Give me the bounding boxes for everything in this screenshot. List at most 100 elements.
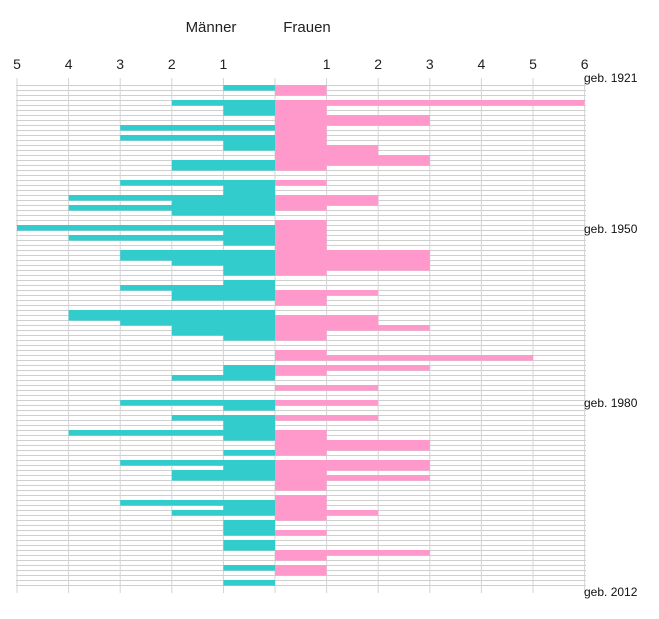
bar-maenner — [223, 450, 275, 456]
bar-maenner — [120, 500, 275, 506]
bar-maenner — [68, 235, 275, 241]
bar-maenner — [223, 565, 275, 571]
bar-maenner — [171, 295, 275, 301]
bar-maenner — [223, 185, 275, 191]
bar-maenner — [120, 135, 275, 141]
bar-frauen — [275, 480, 327, 486]
bar-maenner — [223, 405, 275, 411]
bar-frauen — [275, 205, 327, 211]
bar-frauen — [275, 500, 327, 506]
bar-maenner — [223, 140, 275, 146]
bar-frauen — [275, 530, 327, 536]
bar-frauen — [275, 445, 430, 451]
bar-maenner — [223, 465, 275, 471]
bar-frauen — [275, 225, 327, 231]
bar-frauen — [275, 270, 327, 276]
x-tick-label-right: 2 — [374, 56, 382, 72]
bars-maenner — [17, 85, 275, 586]
bar-frauen — [275, 465, 430, 471]
bar-maenner — [171, 260, 275, 266]
bar-maenner — [120, 250, 275, 256]
bar-frauen — [275, 450, 327, 456]
bar-maenner — [171, 290, 275, 296]
bar-maenner — [120, 180, 275, 186]
bar-frauen — [275, 495, 327, 501]
bar-frauen — [275, 100, 585, 106]
bar-frauen — [275, 565, 327, 571]
bar-maenner — [223, 265, 275, 271]
bar-frauen — [275, 555, 327, 561]
bar-frauen — [275, 570, 327, 576]
bar-frauen — [275, 220, 327, 226]
bar-frauen — [275, 485, 327, 491]
bar-maenner — [171, 475, 275, 481]
row-label: geb. 2012 — [584, 585, 638, 599]
bar-maenner — [68, 205, 275, 211]
bar-maenner — [68, 430, 275, 436]
bar-frauen — [275, 265, 430, 271]
bar-frauen — [275, 365, 430, 371]
bar-frauen — [275, 145, 379, 151]
x-tick-label-right: 4 — [478, 56, 486, 72]
x-tick-label-right: 1 — [323, 56, 331, 72]
bar-frauen — [275, 550, 430, 556]
x-tick-label-left: 2 — [168, 56, 176, 72]
bar-maenner — [120, 320, 275, 326]
bar-maenner — [223, 435, 275, 441]
bar-maenner — [223, 580, 275, 586]
bar-frauen — [275, 325, 430, 331]
bar-frauen — [275, 245, 327, 251]
bar-maenner — [120, 285, 275, 291]
bar-maenner — [223, 240, 275, 246]
bar-maenner — [171, 160, 275, 166]
bar-maenner — [223, 110, 275, 116]
x-tick-label-left: 4 — [65, 56, 73, 72]
x-tick-label-left: 5 — [13, 56, 21, 72]
bar-maenner — [223, 335, 275, 341]
bar-frauen — [275, 140, 327, 146]
x-tick-label-left: 1 — [220, 56, 228, 72]
bar-maenner — [223, 505, 275, 511]
bar-maenner — [120, 125, 275, 131]
bar-frauen — [275, 290, 379, 296]
bar-frauen — [275, 150, 379, 156]
bars-frauen — [275, 85, 585, 576]
bar-frauen — [275, 435, 327, 441]
bar-maenner — [223, 270, 275, 276]
bar-maenner — [120, 460, 275, 466]
x-tick-label-right: 6 — [581, 56, 589, 72]
bar-frauen — [275, 160, 430, 166]
bar-frauen — [275, 105, 327, 111]
bar-frauen — [275, 195, 379, 201]
bar-frauen — [275, 165, 327, 171]
x-tick-label-left: 3 — [116, 56, 124, 72]
bar-frauen — [275, 180, 327, 186]
row-label: geb. 1950 — [584, 222, 638, 236]
bar-frauen — [275, 250, 430, 256]
bar-frauen — [275, 260, 430, 266]
bar-maenner — [223, 145, 275, 151]
bar-maenner — [223, 105, 275, 111]
bar-frauen — [275, 85, 327, 91]
bar-frauen — [275, 335, 327, 341]
bar-frauen — [275, 515, 327, 521]
bar-frauen — [275, 470, 327, 476]
bar-frauen — [275, 370, 327, 376]
row-label: geb. 1921 — [584, 71, 638, 85]
bar-maenner — [120, 400, 275, 406]
bar-maenner — [223, 420, 275, 426]
bar-maenner — [171, 375, 275, 381]
bar-frauen — [275, 475, 430, 481]
bar-maenner — [223, 365, 275, 371]
bar-maenner — [223, 525, 275, 531]
bar-frauen — [275, 230, 327, 236]
bar-frauen — [275, 385, 379, 391]
bar-maenner — [223, 230, 275, 236]
row-labels: geb. 1921 geb. 1950 geb. 1980 geb. 2012 — [584, 71, 638, 599]
bar-maenner — [171, 470, 275, 476]
x-tick-label-right: 5 — [529, 56, 537, 72]
bar-maenner — [68, 195, 275, 201]
bar-frauen — [275, 330, 327, 336]
bar-frauen — [275, 125, 327, 131]
